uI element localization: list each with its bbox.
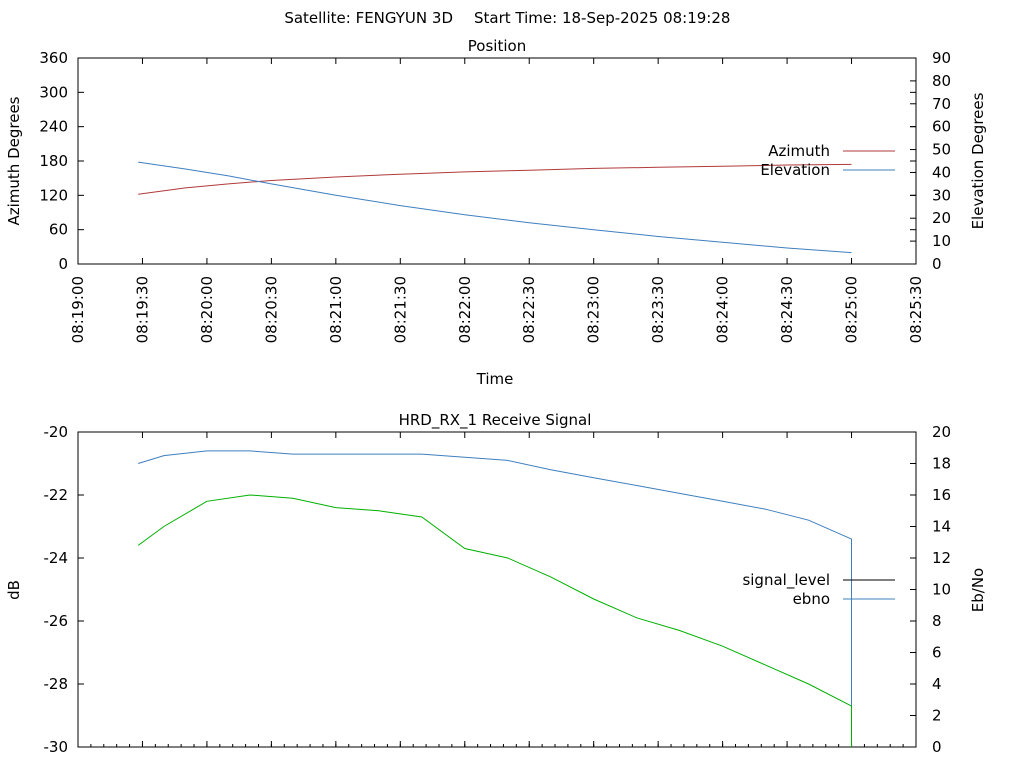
signal-ytick-label-left: -28 xyxy=(44,675,69,693)
position-xtick-label: 08:22:30 xyxy=(520,276,538,343)
position-xtick-label: 08:22:00 xyxy=(456,276,474,343)
signal-ytick-label-left: -26 xyxy=(44,612,69,630)
position-xtick-label: 08:19:30 xyxy=(133,276,151,343)
position-ylabel-left: Azimuth Degrees xyxy=(5,96,23,225)
signal-ylabel-right: Eb/No xyxy=(969,568,987,612)
header-satellite: Satellite: FENGYUN 3D xyxy=(284,9,453,27)
position-xtick-label: 08:24:00 xyxy=(714,276,732,343)
position-ytick-label-right: 70 xyxy=(932,95,951,113)
signal-ytick-label-left: -30 xyxy=(44,738,69,756)
signal-ytick-label-right: 6 xyxy=(932,644,942,662)
position-ytick-label-right: 80 xyxy=(932,72,951,90)
signal-title: HRD_RX_1 Receive Signal xyxy=(399,411,592,430)
signal-plot-frame xyxy=(77,431,917,748)
signal-ytick-label-right: 8 xyxy=(932,612,942,630)
position-chart: Position Azimuth Degrees Elevation Degre… xyxy=(5,37,987,388)
position-ytick-label-left: 60 xyxy=(49,221,68,239)
position-ytick-label-right: 90 xyxy=(932,49,951,67)
signal-ytick-label-right: 10 xyxy=(932,581,951,599)
position-ytick-label-left: 180 xyxy=(39,152,68,170)
position-legend-label-elevation: Elevation xyxy=(760,161,830,179)
position-ytick-label-left: 240 xyxy=(39,118,68,136)
position-xtick-label: 08:21:30 xyxy=(391,276,409,343)
signal-series-series-2 xyxy=(137,494,852,747)
position-ytick-label-right: 60 xyxy=(932,118,951,136)
position-xtick-label: 08:24:30 xyxy=(778,276,796,343)
signal-ylabel-left: dB xyxy=(5,580,23,600)
position-xtick-label: 08:23:30 xyxy=(649,276,667,343)
position-ytick-label-right: 10 xyxy=(932,232,951,250)
position-xtick-label: 08:25:30 xyxy=(907,276,925,343)
signal-legend-label-ebno: ebno xyxy=(793,590,830,608)
header-start-time: Start Time: 18-Sep-2025 08:19:28 xyxy=(474,9,730,27)
signal-ytick-label-right: 14 xyxy=(932,518,951,536)
position-series-elevation xyxy=(138,161,852,254)
position-ytick-label-left: 120 xyxy=(39,186,68,204)
position-ytick-label-left: 0 xyxy=(58,255,68,273)
position-xtick-label: 08:19:00 xyxy=(69,276,87,343)
signal-ytick-label-right: 16 xyxy=(932,486,951,504)
position-xtick-label: 08:20:30 xyxy=(262,276,280,343)
position-ytick-label-right: 40 xyxy=(932,163,951,181)
position-legend-label-azimuth: Azimuth xyxy=(768,142,830,160)
position-ytick-label-left: 300 xyxy=(39,83,68,101)
position-series-azimuth xyxy=(138,163,852,195)
position-title: Position xyxy=(468,37,526,55)
signal-ytick-label-right: 20 xyxy=(932,423,951,441)
position-ytick-label-right: 50 xyxy=(932,141,951,159)
signal-ytick-label-right: 12 xyxy=(932,549,951,567)
position-xtick-label: 08:20:00 xyxy=(198,276,216,343)
position-xlabel: Time xyxy=(476,370,514,388)
signal-legend-label-signal-level: signal_level xyxy=(742,571,830,590)
signal-series-ebno xyxy=(138,450,852,747)
signal-chart: HRD_RX_1 Receive Signal dB Eb/No -30 -28 -… xyxy=(5,411,987,756)
position-ytick-label-left: 360 xyxy=(39,49,68,67)
position-ylabel-right: Elevation Degrees xyxy=(969,92,987,229)
position-ytick-label-right: 30 xyxy=(932,186,951,204)
position-xtick-label: 08:21:00 xyxy=(327,276,345,343)
signal-ytick-label-left: -20 xyxy=(44,423,69,441)
position-xtick-label: 08:23:00 xyxy=(585,276,603,343)
signal-ytick-label-right: 4 xyxy=(932,675,942,693)
position-xtick-label: 08:25:00 xyxy=(843,276,861,343)
signal-ytick-label-right: 18 xyxy=(932,455,951,473)
position-ytick-label-right: 0 xyxy=(932,255,942,273)
position-ytick-label-right: 20 xyxy=(932,209,951,227)
signal-ytick-label-right: 0 xyxy=(932,738,942,756)
signal-ytick-label-left: -22 xyxy=(44,486,69,504)
signal-ytick-label-left: -24 xyxy=(44,549,69,567)
signal-ytick-label-right: 2 xyxy=(932,707,942,725)
